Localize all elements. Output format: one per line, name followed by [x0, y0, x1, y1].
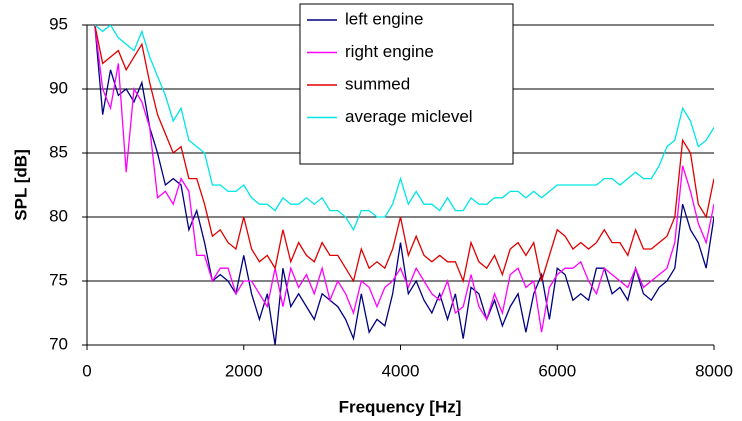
series-line [94, 25, 714, 333]
legend-label: left engine [345, 9, 423, 28]
y-tick-label: 80 [49, 206, 68, 225]
x-tick-label: 2000 [225, 361, 263, 380]
y-tick-label: 75 [49, 270, 68, 289]
plot-lines [94, 25, 714, 345]
series-line [94, 25, 714, 232]
x-tick-label: 0 [82, 361, 91, 380]
y-tick-label: 90 [49, 78, 68, 97]
y-tick-label: 85 [49, 142, 68, 161]
x-axis-title: Frequency [Hz] [339, 397, 462, 416]
ticks: 70 75 80 85 90 95 0 2000 4000 6000 8000 [49, 14, 733, 380]
legend-box [299, 3, 514, 165]
legend: left engine right engine summed average mic… [299, 3, 514, 165]
legend-label: average miclevel [345, 107, 473, 126]
x-tick-label: 4000 [382, 361, 420, 380]
x-tick-label: 8000 [695, 361, 733, 380]
series-line [94, 25, 714, 345]
y-axis-title: SPL [dB] [11, 149, 30, 220]
y-tick-label: 70 [49, 334, 68, 353]
legend-label: summed [345, 74, 410, 93]
legend-label: right engine [345, 42, 434, 61]
y-tick-label: 95 [49, 14, 68, 33]
x-tick-label: 6000 [538, 361, 576, 380]
series-line [94, 25, 714, 284]
